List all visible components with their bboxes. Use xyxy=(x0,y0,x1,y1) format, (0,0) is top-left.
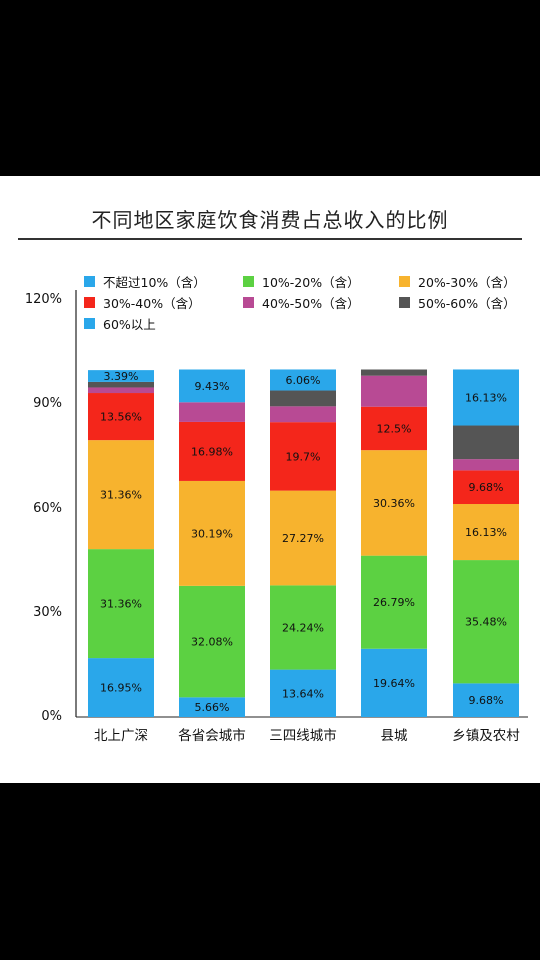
data-label: 3.39% xyxy=(104,370,139,383)
data-label: 19.64% xyxy=(373,677,415,690)
legend-label: 40%-50%（含） xyxy=(262,295,360,311)
data-label: 9.68% xyxy=(469,481,504,494)
legend-item: 60%以上 xyxy=(84,315,156,332)
legend-item: 10%-20%（含） xyxy=(243,273,360,290)
legend-swatch xyxy=(243,275,254,287)
bar-segment xyxy=(270,369,336,391)
data-label: 31.36% xyxy=(100,598,142,611)
legend-item: 50%-60%（含） xyxy=(399,294,516,311)
bar-segment xyxy=(270,490,336,586)
y-tick-label: 120% xyxy=(24,292,62,307)
legend-swatch xyxy=(84,296,95,308)
bar-segment xyxy=(88,393,154,441)
data-label: 12.5% xyxy=(377,422,412,435)
legend-item: 20%-30%（含） xyxy=(399,273,516,290)
x-category-label: 北上广深 xyxy=(94,728,148,744)
legend-label: 10%-20%（含） xyxy=(262,274,360,290)
data-label: 26.79% xyxy=(373,596,415,609)
legend-item: 不超过10%（含） xyxy=(84,273,206,290)
bar-segment xyxy=(270,669,336,717)
bar-segment xyxy=(88,658,154,717)
x-category-label: 三四线城市 xyxy=(269,728,337,744)
bar-segment xyxy=(179,480,245,586)
legend-label: 不超过10%（含） xyxy=(103,274,206,290)
bar-segment xyxy=(88,381,154,388)
data-label: 24.24% xyxy=(282,621,324,634)
bar-segment xyxy=(361,406,427,451)
bar-segment xyxy=(88,549,154,659)
bar-segment xyxy=(270,585,336,670)
bar-segment xyxy=(179,697,245,717)
bar-segment xyxy=(453,425,519,460)
data-label: 31.36% xyxy=(100,489,142,502)
data-label: 5.66% xyxy=(195,701,230,714)
legend-swatch xyxy=(399,275,410,287)
data-label: 30.19% xyxy=(191,527,233,540)
data-label: 16.13% xyxy=(465,391,507,404)
y-tick-label: 60% xyxy=(33,500,62,516)
legend-label: 20%-30%（含） xyxy=(418,274,516,290)
data-label: 19.7% xyxy=(286,450,321,463)
legend-label: 30%-40%（含） xyxy=(103,295,201,311)
bar-segment xyxy=(361,648,427,717)
data-label: 16.95% xyxy=(100,682,142,695)
bar-segment xyxy=(88,370,154,382)
bar-segment xyxy=(179,585,245,698)
data-label: 9.68% xyxy=(469,694,504,707)
legend-swatch xyxy=(243,296,254,308)
y-tick-label: 90% xyxy=(33,396,62,412)
bar-segment xyxy=(88,440,154,550)
legend-swatch xyxy=(84,317,95,329)
data-label: 32.08% xyxy=(191,636,233,649)
bar-segment xyxy=(361,555,427,649)
bar-segment xyxy=(361,450,427,556)
legend-item: 30%-40%（含） xyxy=(84,294,201,311)
bar-segment xyxy=(453,504,519,561)
bar-segment xyxy=(179,369,245,403)
bar-segment xyxy=(270,422,336,491)
legend-label: 60%以上 xyxy=(103,316,156,332)
bar-segment xyxy=(453,459,519,471)
bar-segment xyxy=(453,560,519,684)
data-label: 9.43% xyxy=(195,380,230,393)
bar-segment xyxy=(361,375,427,407)
bar-segment xyxy=(361,369,427,376)
data-label: 13.56% xyxy=(100,411,142,424)
data-label: 27.27% xyxy=(282,532,324,545)
bar-segment xyxy=(453,470,519,505)
data-label: 30.36% xyxy=(373,497,415,510)
x-category-label: 县城 xyxy=(380,728,408,744)
x-category-label: 各省会城市 xyxy=(178,728,246,744)
title-rule xyxy=(18,238,522,240)
data-label: 35.48% xyxy=(465,616,507,629)
x-category-label: 乡镇及农村 xyxy=(452,728,520,744)
y-tick-label: 0% xyxy=(41,709,62,724)
legend-label: 50%-60%（含） xyxy=(418,295,516,311)
data-label: 13.64% xyxy=(282,687,324,700)
data-label: 16.98% xyxy=(191,445,233,458)
legend-swatch xyxy=(399,296,410,308)
bar-segment xyxy=(270,390,336,407)
bar-segment xyxy=(179,402,245,422)
bar-segment xyxy=(453,369,519,426)
legend-swatch xyxy=(84,275,95,287)
bar-segment xyxy=(179,421,245,481)
chart-title: 不同地区家庭饮食消费占总收入的比例 xyxy=(91,208,449,232)
legend-item: 40%-50%（含） xyxy=(243,294,360,311)
data-label: 6.06% xyxy=(286,374,321,387)
y-tick-label: 30% xyxy=(33,604,62,620)
bar-segment xyxy=(88,387,154,394)
bar-segment xyxy=(453,683,519,717)
bar-segment xyxy=(270,406,336,423)
data-label: 16.13% xyxy=(465,526,507,539)
